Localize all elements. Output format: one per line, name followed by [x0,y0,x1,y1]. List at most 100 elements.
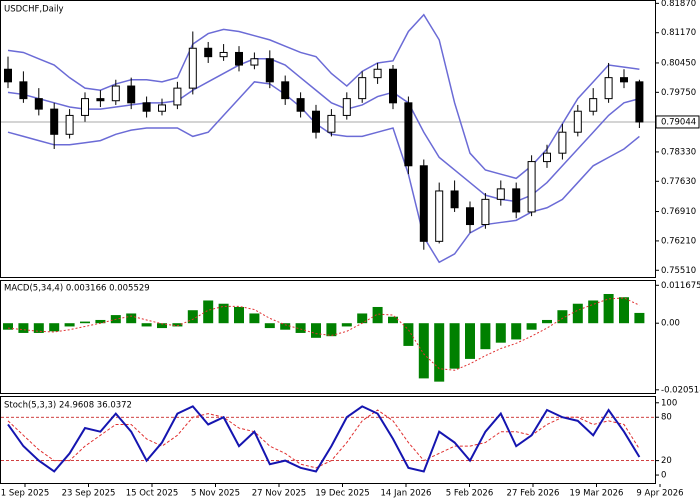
stoch-k [7,405,641,473]
candle-body [250,58,259,66]
x-tick-label: 27 Feb 2026 [507,489,560,499]
y-tick-label: 0.75510 [661,266,696,276]
macd-bar [95,319,106,324]
y-tick-label: 0.81870 [661,0,696,9]
macd-pane [0,280,656,394]
candle-body [404,102,413,167]
macd-bar [603,293,614,324]
candle-body [450,190,459,209]
candle-body [34,98,43,110]
candle-body [527,161,536,213]
x-tick-label: 9 Apr 2026 [636,489,683,499]
candle-body [589,98,598,112]
macd-bar [495,323,506,343]
candle-body [235,51,243,66]
candle-body [373,68,382,79]
macd-bar [388,316,398,324]
candle-body [219,51,228,58]
panes [0,0,656,484]
candle-body [127,85,136,104]
stoch-d [7,409,640,469]
macd-bar [3,323,13,330]
y-tick-label: -0.020518 [661,385,700,395]
y-tick-label: 20 [661,456,672,466]
candle-body [296,98,305,112]
macd-bar [218,303,229,324]
macd-bar [157,323,167,329]
macd-bar [311,323,321,338]
macd-bar [234,306,244,324]
y-tick-label: 0.77630 [661,177,696,187]
macd-bar [619,297,629,324]
x-tick-label: 5 Nov 2025 [191,489,240,499]
macd-bar [49,323,60,332]
candle-body [620,77,628,83]
macd-bar [403,323,414,346]
macd-bar [526,323,537,330]
candle-body [389,68,397,104]
x-tick-label: 19 Dec 2025 [315,489,369,499]
macd-bar [187,310,198,324]
y-tick-label: 0.81170 [661,28,696,38]
current-price-box [655,115,700,129]
macd-bar [511,323,522,340]
y-tick-label: 0.78330 [661,147,696,157]
macd-bar [357,313,368,324]
macd-bar [572,303,583,324]
macd-bar [449,323,460,369]
candle-body [512,188,521,213]
macd-bar [280,323,291,330]
macd-bar [465,323,475,359]
macd-bar [172,323,183,327]
macd-bar [64,323,75,327]
macd-bar [542,319,552,324]
macd-bar [141,323,152,327]
macd-bar [341,323,352,327]
macd-bar [264,323,275,329]
x-tick-label: 1 Sep 2025 [1,489,49,499]
candle-body [481,198,490,226]
candle-body [358,77,367,100]
candle-body [142,102,151,112]
x-tick-label: 5 Feb 2026 [446,489,494,499]
macd-bar [126,313,137,324]
macd-bar [434,323,445,382]
x-tick-label: 23 Sep 2025 [62,489,116,499]
main-pane [0,0,656,278]
candle-body [466,207,474,226]
x-tick-label: 19 Mar 2026 [570,489,624,499]
candle-body [188,47,197,89]
macd-bar [33,323,44,333]
macd-bar [295,323,306,333]
candle-body [4,68,12,83]
y-tick-label: 0.011675 [661,281,700,291]
x-tick-label: 15 Oct 2025 [126,489,179,499]
y-tick-label: 80 [661,413,672,423]
y-tick-label: 0 [661,471,666,481]
candle-body [158,104,166,112]
stoch-pane [0,396,656,484]
macd-bar [634,312,645,324]
candle-body [312,110,320,133]
stoch-title: Stoch(5,3,3) 24.9608 36.0372 [4,401,132,411]
y-tick-label: 100 [661,398,677,408]
candle-body [327,114,336,133]
candle-body [558,131,567,154]
candle-body [635,81,644,123]
y-tick-label: 0.00 [661,319,680,329]
macd-bar [557,310,568,324]
y-tick-label: 0.76910 [661,207,696,217]
candle-body [342,98,351,116]
current-price-label: 0.79044 [661,117,696,127]
candle-body [604,77,613,100]
macd-bar [372,306,383,324]
y-tick-label: 0.76210 [661,236,696,246]
candle-body [81,98,89,116]
macd-bar [588,300,599,324]
macd-title: MACD(5,34,4) 0.003166 0.005529 [4,284,150,294]
macd-bar [326,323,337,337]
macd-bar [18,323,29,333]
chart-title: USDCHF,Daily [4,5,64,15]
candle-body [281,81,290,100]
